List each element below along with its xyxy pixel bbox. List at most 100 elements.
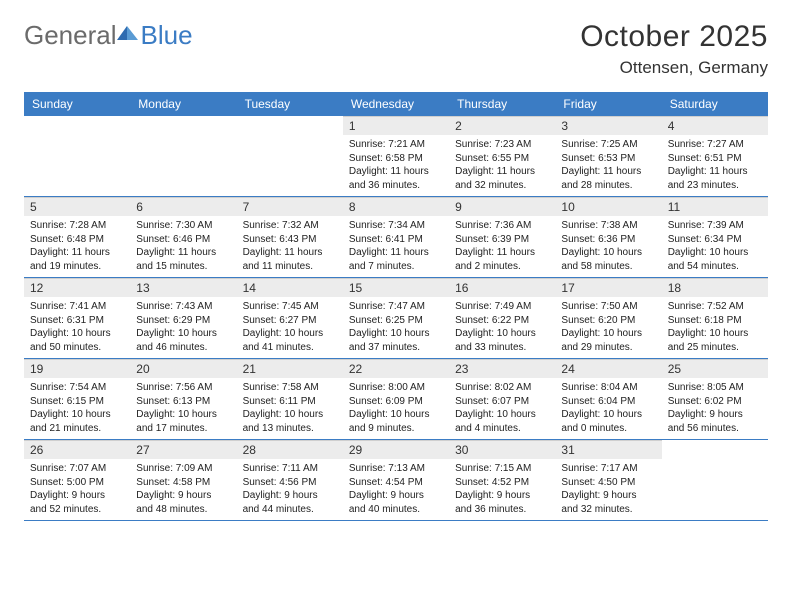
calendar-cell: 28Sunrise: 7:11 AMSunset: 4:56 PMDayligh… — [237, 440, 343, 520]
day-content: Sunrise: 7:27 AMSunset: 6:51 PMDaylight:… — [662, 135, 768, 196]
day-content: Sunrise: 8:02 AMSunset: 6:07 PMDaylight:… — [449, 378, 555, 439]
calendar-cell: 31Sunrise: 7:17 AMSunset: 4:50 PMDayligh… — [555, 440, 661, 520]
week-row: 26Sunrise: 7:07 AMSunset: 5:00 PMDayligh… — [24, 440, 768, 521]
weekday-header-row: SundayMondayTuesdayWednesdayThursdayFrid… — [24, 92, 768, 116]
calendar-cell: 22Sunrise: 8:00 AMSunset: 6:09 PMDayligh… — [343, 359, 449, 439]
day-content: Sunrise: 8:04 AMSunset: 6:04 PMDaylight:… — [555, 378, 661, 439]
calendar-cell: 21Sunrise: 7:58 AMSunset: 6:11 PMDayligh… — [237, 359, 343, 439]
day-number: 6 — [130, 197, 236, 216]
calendar-cell: 6Sunrise: 7:30 AMSunset: 6:46 PMDaylight… — [130, 197, 236, 277]
calendar-cell: 9Sunrise: 7:36 AMSunset: 6:39 PMDaylight… — [449, 197, 555, 277]
day-content: Sunrise: 7:34 AMSunset: 6:41 PMDaylight:… — [343, 216, 449, 277]
weekday-label: Saturday — [662, 92, 768, 116]
week-row: 19Sunrise: 7:54 AMSunset: 6:15 PMDayligh… — [24, 359, 768, 440]
calendar-cell: 25Sunrise: 8:05 AMSunset: 6:02 PMDayligh… — [662, 359, 768, 439]
day-number: 4 — [662, 116, 768, 135]
calendar-cell — [130, 116, 236, 196]
day-content: Sunrise: 7:47 AMSunset: 6:25 PMDaylight:… — [343, 297, 449, 358]
day-content: Sunrise: 8:00 AMSunset: 6:09 PMDaylight:… — [343, 378, 449, 439]
day-content: Sunrise: 7:25 AMSunset: 6:53 PMDaylight:… — [555, 135, 661, 196]
week-row: 12Sunrise: 7:41 AMSunset: 6:31 PMDayligh… — [24, 278, 768, 359]
weekday-label: Friday — [555, 92, 661, 116]
day-content: Sunrise: 7:52 AMSunset: 6:18 PMDaylight:… — [662, 297, 768, 358]
day-content: Sunrise: 7:58 AMSunset: 6:11 PMDaylight:… — [237, 378, 343, 439]
calendar-cell: 7Sunrise: 7:32 AMSunset: 6:43 PMDaylight… — [237, 197, 343, 277]
calendar-cell: 19Sunrise: 7:54 AMSunset: 6:15 PMDayligh… — [24, 359, 130, 439]
day-number: 18 — [662, 278, 768, 297]
day-content: Sunrise: 7:41 AMSunset: 6:31 PMDaylight:… — [24, 297, 130, 358]
day-number: 28 — [237, 440, 343, 459]
calendar-cell: 23Sunrise: 8:02 AMSunset: 6:07 PMDayligh… — [449, 359, 555, 439]
day-content: Sunrise: 7:21 AMSunset: 6:58 PMDaylight:… — [343, 135, 449, 196]
day-content: Sunrise: 7:38 AMSunset: 6:36 PMDaylight:… — [555, 216, 661, 277]
day-number: 15 — [343, 278, 449, 297]
day-content: Sunrise: 7:17 AMSunset: 4:50 PMDaylight:… — [555, 459, 661, 520]
day-number: 3 — [555, 116, 661, 135]
header: General Blue October 2025 Ottensen, Germ… — [0, 0, 792, 82]
day-number: 12 — [24, 278, 130, 297]
day-number: 17 — [555, 278, 661, 297]
triangle-icon — [117, 25, 139, 41]
day-number: 27 — [130, 440, 236, 459]
calendar-cell: 13Sunrise: 7:43 AMSunset: 6:29 PMDayligh… — [130, 278, 236, 358]
day-number: 30 — [449, 440, 555, 459]
calendar-cell: 10Sunrise: 7:38 AMSunset: 6:36 PMDayligh… — [555, 197, 661, 277]
day-number: 7 — [237, 197, 343, 216]
day-content: Sunrise: 7:43 AMSunset: 6:29 PMDaylight:… — [130, 297, 236, 358]
calendar-cell: 24Sunrise: 8:04 AMSunset: 6:04 PMDayligh… — [555, 359, 661, 439]
weekday-label: Monday — [130, 92, 236, 116]
logo-text-general: General — [24, 20, 117, 51]
calendar-cell: 27Sunrise: 7:09 AMSunset: 4:58 PMDayligh… — [130, 440, 236, 520]
weekday-label: Thursday — [449, 92, 555, 116]
day-number: 24 — [555, 359, 661, 378]
weekday-label: Wednesday — [343, 92, 449, 116]
weeks-container: 1Sunrise: 7:21 AMSunset: 6:58 PMDaylight… — [24, 116, 768, 521]
calendar-cell: 4Sunrise: 7:27 AMSunset: 6:51 PMDaylight… — [662, 116, 768, 196]
day-number: 29 — [343, 440, 449, 459]
day-content: Sunrise: 7:39 AMSunset: 6:34 PMDaylight:… — [662, 216, 768, 277]
calendar-cell: 2Sunrise: 7:23 AMSunset: 6:55 PMDaylight… — [449, 116, 555, 196]
calendar-cell: 12Sunrise: 7:41 AMSunset: 6:31 PMDayligh… — [24, 278, 130, 358]
day-content: Sunrise: 7:50 AMSunset: 6:20 PMDaylight:… — [555, 297, 661, 358]
day-content: Sunrise: 7:32 AMSunset: 6:43 PMDaylight:… — [237, 216, 343, 277]
day-content: Sunrise: 7:30 AMSunset: 6:46 PMDaylight:… — [130, 216, 236, 277]
calendar-cell: 18Sunrise: 7:52 AMSunset: 6:18 PMDayligh… — [662, 278, 768, 358]
calendar: SundayMondayTuesdayWednesdayThursdayFrid… — [24, 92, 768, 521]
day-number: 21 — [237, 359, 343, 378]
day-number: 26 — [24, 440, 130, 459]
day-number: 25 — [662, 359, 768, 378]
location: Ottensen, Germany — [580, 58, 768, 78]
title-block: October 2025 Ottensen, Germany — [580, 20, 768, 78]
day-content: Sunrise: 7:09 AMSunset: 4:58 PMDaylight:… — [130, 459, 236, 520]
day-content: Sunrise: 7:36 AMSunset: 6:39 PMDaylight:… — [449, 216, 555, 277]
weekday-label: Sunday — [24, 92, 130, 116]
calendar-cell: 29Sunrise: 7:13 AMSunset: 4:54 PMDayligh… — [343, 440, 449, 520]
day-number: 10 — [555, 197, 661, 216]
day-number: 20 — [130, 359, 236, 378]
day-content: Sunrise: 7:49 AMSunset: 6:22 PMDaylight:… — [449, 297, 555, 358]
day-content: Sunrise: 7:15 AMSunset: 4:52 PMDaylight:… — [449, 459, 555, 520]
day-content: Sunrise: 7:23 AMSunset: 6:55 PMDaylight:… — [449, 135, 555, 196]
calendar-cell — [237, 116, 343, 196]
day-number: 11 — [662, 197, 768, 216]
day-number: 1 — [343, 116, 449, 135]
calendar-cell: 8Sunrise: 7:34 AMSunset: 6:41 PMDaylight… — [343, 197, 449, 277]
calendar-cell: 1Sunrise: 7:21 AMSunset: 6:58 PMDaylight… — [343, 116, 449, 196]
day-number: 13 — [130, 278, 236, 297]
day-number: 19 — [24, 359, 130, 378]
day-number: 23 — [449, 359, 555, 378]
calendar-cell: 15Sunrise: 7:47 AMSunset: 6:25 PMDayligh… — [343, 278, 449, 358]
day-number: 31 — [555, 440, 661, 459]
logo: General Blue — [24, 20, 193, 51]
month-title: October 2025 — [580, 20, 768, 54]
day-content: Sunrise: 7:54 AMSunset: 6:15 PMDaylight:… — [24, 378, 130, 439]
day-number: 14 — [237, 278, 343, 297]
day-number: 8 — [343, 197, 449, 216]
day-content: Sunrise: 7:28 AMSunset: 6:48 PMDaylight:… — [24, 216, 130, 277]
day-content: Sunrise: 7:56 AMSunset: 6:13 PMDaylight:… — [130, 378, 236, 439]
calendar-cell: 14Sunrise: 7:45 AMSunset: 6:27 PMDayligh… — [237, 278, 343, 358]
calendar-cell: 26Sunrise: 7:07 AMSunset: 5:00 PMDayligh… — [24, 440, 130, 520]
day-number: 16 — [449, 278, 555, 297]
calendar-cell: 3Sunrise: 7:25 AMSunset: 6:53 PMDaylight… — [555, 116, 661, 196]
week-row: 5Sunrise: 7:28 AMSunset: 6:48 PMDaylight… — [24, 197, 768, 278]
